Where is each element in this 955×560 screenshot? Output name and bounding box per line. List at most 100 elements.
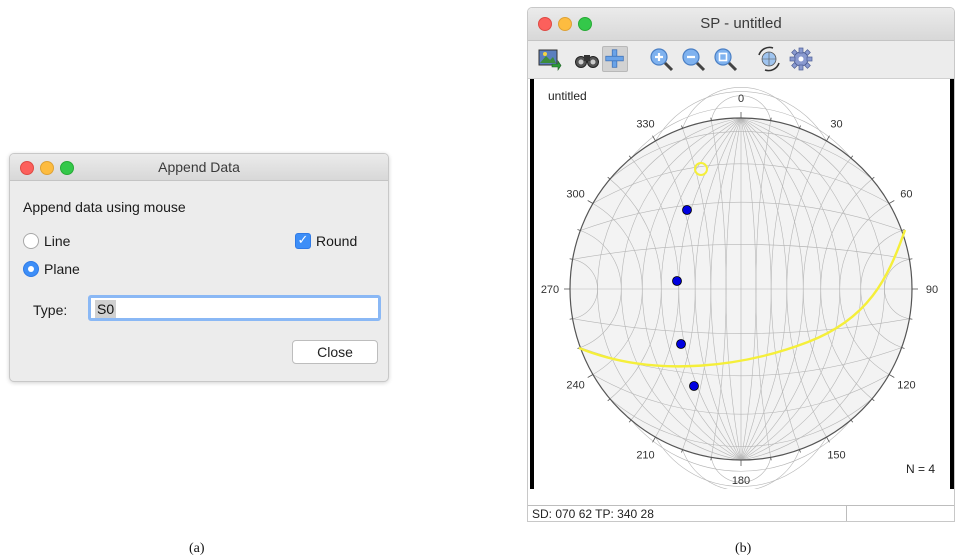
azimuth-tick (770, 117, 772, 121)
plot-right-border (950, 79, 954, 489)
small-circle-gridline (711, 95, 771, 121)
small-circle-gridline (682, 87, 800, 129)
azimuth-tick (587, 374, 594, 378)
azimuth-label: 0 (738, 93, 744, 105)
azimuth-tick (681, 449, 683, 453)
azimuth-tick (901, 347, 905, 349)
azimuth-label: 30 (830, 119, 842, 131)
round-checkbox-label[interactable]: Round (316, 233, 358, 249)
azimuth-tick (710, 457, 712, 461)
azimuth-tick (607, 398, 611, 402)
n-count-label: N = 4 (906, 462, 936, 476)
status-divider (846, 506, 847, 521)
azimuth-tick (850, 419, 854, 423)
azimuth-tick (652, 436, 656, 443)
radio-line-label[interactable]: Line (44, 233, 71, 249)
azimuth-tick (888, 374, 895, 378)
azimuth-tick (681, 125, 683, 129)
pole-point (682, 205, 692, 215)
binoculars-icon[interactable] (574, 46, 600, 72)
azimuth-label: 180 (732, 475, 750, 487)
azimuth-tick (652, 135, 656, 142)
pole-point (689, 381, 699, 391)
azimuth-tick (850, 155, 854, 159)
plot-title: untitled (548, 89, 587, 103)
azimuth-tick (826, 135, 830, 142)
azimuth-tick (587, 200, 594, 204)
stereonet[interactable]: 0 30 60 90 120 150 180 210 240 270 300 330 (528, 79, 954, 489)
azimuth-tick (710, 117, 712, 121)
plane-great-circle (578, 229, 907, 368)
dialog-heading: Append data using mouse (23, 199, 186, 215)
plot-toolbar (528, 41, 954, 79)
azimuth-tick (569, 318, 573, 320)
status-text: SD: 070 62 TP: 340 28 (532, 507, 654, 521)
type-label: Type: (33, 302, 68, 318)
radio-line[interactable] (23, 233, 39, 249)
azimuth-label: 240 (566, 380, 584, 392)
close-window-icon[interactable] (20, 161, 34, 175)
azimuth-label: 300 (566, 189, 584, 201)
azimuth-tick (901, 229, 905, 231)
azimuth-tick (871, 398, 875, 402)
close-window-icon[interactable] (538, 17, 552, 31)
crosshair-plus-tool[interactable] (602, 46, 628, 72)
crosshair-plus-icon (605, 49, 624, 68)
type-input-value[interactable]: S0 (95, 300, 117, 318)
plot-left-border (530, 79, 534, 489)
azimuth-tick (577, 229, 581, 231)
zoom-fit-icon[interactable] (712, 46, 738, 72)
maximize-window-icon[interactable] (60, 161, 74, 175)
append-data-dialog: Append Data Append data using mouse Line… (9, 153, 389, 382)
azimuth-tick (569, 258, 573, 260)
azimuth-tick (888, 200, 895, 204)
small-circle-gridline (682, 449, 800, 489)
small-circle-gridline (655, 436, 827, 487)
azimuth-tick (770, 457, 772, 461)
azimuth-tick (799, 449, 801, 453)
maximize-window-icon[interactable] (578, 17, 592, 31)
sp-plot-window: SP - untitled (527, 7, 955, 522)
azimuth-tick (826, 436, 830, 443)
close-button[interactable]: Close (292, 340, 378, 364)
pole-point (676, 339, 686, 349)
round-checkbox[interactable]: ✓ (295, 233, 311, 249)
zoom-out-icon[interactable] (680, 46, 706, 72)
plot-bottom-spacer (528, 489, 954, 505)
type-input[interactable]: S0 (88, 295, 381, 321)
plot-window-titlebar: SP - untitled (528, 8, 954, 41)
azimuth-tick (871, 176, 875, 180)
zoom-in-icon[interactable] (648, 46, 674, 72)
radio-plane-label[interactable]: Plane (44, 261, 80, 277)
radio-plane[interactable] (23, 261, 39, 277)
pole-cursor-marker (694, 162, 708, 176)
azimuth-label: 90 (926, 284, 938, 296)
azimuth-label: 120 (897, 380, 915, 392)
rotate-globe-icon[interactable] (756, 46, 782, 72)
azimuth-label: 210 (636, 449, 654, 461)
small-circle-gridline (630, 419, 852, 472)
image-export-icon[interactable] (536, 46, 562, 72)
status-bar: SD: 070 62 TP: 340 28 (528, 505, 954, 521)
azimuth-tick (628, 419, 632, 423)
caption-a: (a) (189, 541, 205, 556)
dialog-title: Append Data (158, 159, 240, 175)
azimuth-tick (628, 155, 632, 159)
azimuth-tick (909, 258, 913, 260)
small-circle-gridline (711, 457, 771, 483)
azimuth-label: 60 (900, 189, 912, 201)
minimize-window-icon[interactable] (40, 161, 54, 175)
minimize-window-icon[interactable] (558, 17, 572, 31)
azimuth-label: 330 (636, 119, 654, 131)
pole-point (672, 276, 682, 286)
azimuth-label: 270 (541, 284, 559, 296)
caption-b: (b) (735, 541, 752, 556)
azimuth-tick (909, 318, 913, 320)
azimuth-label: 150 (827, 449, 845, 461)
azimuth-tick (799, 125, 801, 129)
small-circle-gridline (630, 106, 852, 159)
dialog-titlebar: Append Data (10, 154, 388, 181)
gear-icon[interactable] (788, 46, 814, 72)
stereonet-plot-area[interactable]: untitled N = 4 0 30 60 90 120 150 180 210 240 270… (528, 79, 954, 489)
small-circle-gridline (655, 91, 827, 142)
